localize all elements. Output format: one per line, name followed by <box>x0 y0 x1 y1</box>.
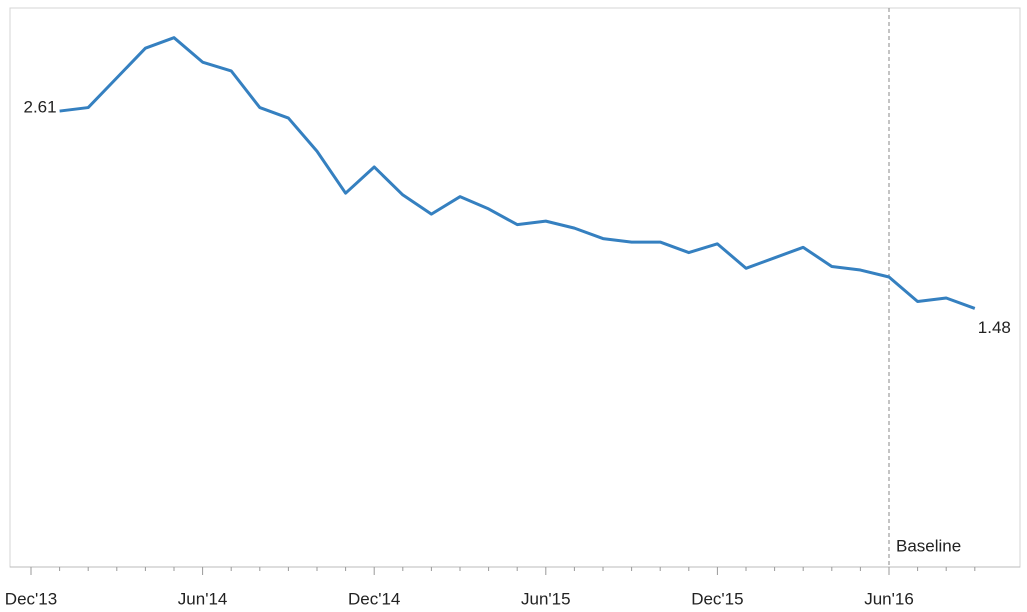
x-tick-label: Dec'14 <box>348 589 400 608</box>
x-tick-label: Jun'15 <box>521 589 571 608</box>
x-tick-label: Dec'13 <box>5 589 57 608</box>
annotation: Baseline <box>896 536 961 555</box>
x-tick-label: Jun'14 <box>178 589 228 608</box>
line-series <box>59 36 976 310</box>
x-tick-label: Jun'16 <box>864 589 914 608</box>
plot-frame <box>9 7 1021 568</box>
x-tick-label: Dec'15 <box>691 589 743 608</box>
data-label: 1.48 <box>978 318 1011 337</box>
data-label: 2.61 <box>24 98 57 117</box>
